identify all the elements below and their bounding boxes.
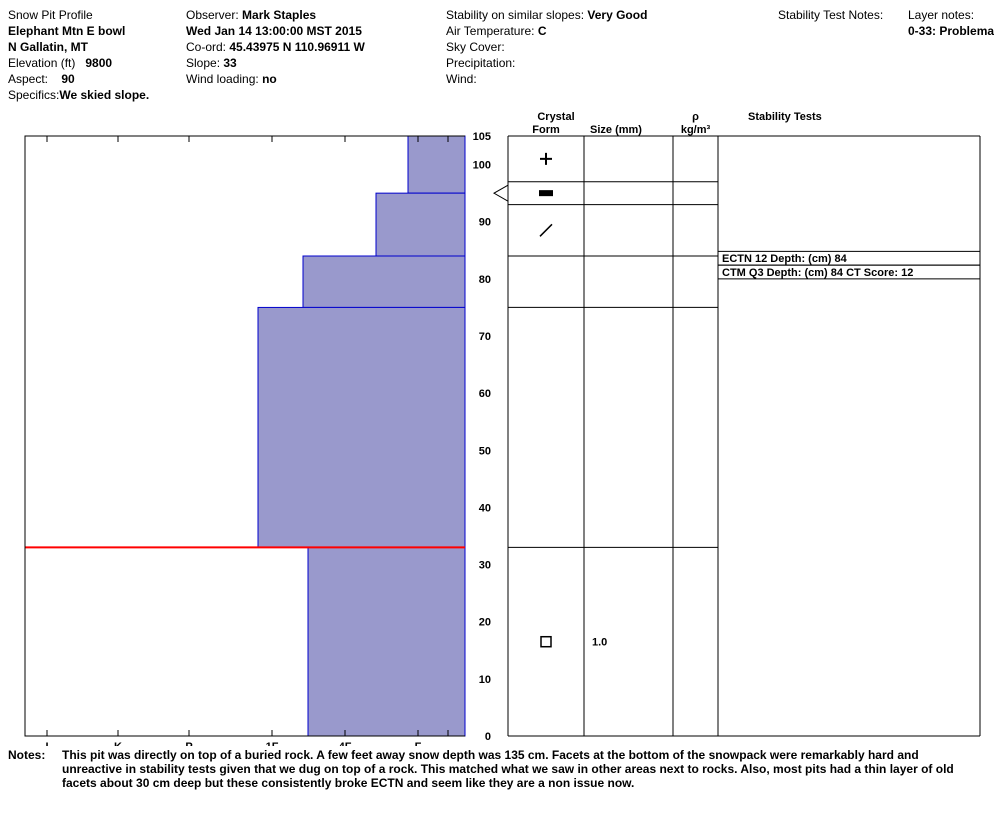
crystal-crust-icon — [539, 190, 553, 196]
stability-test-0: ECTN 12 Depth: (cm) 84 — [722, 253, 848, 265]
notes-text: This pit was directly on top of a buried… — [62, 748, 986, 790]
hardness-label-I: I — [45, 741, 48, 746]
depth-label-20: 20 — [479, 617, 491, 629]
stability-test-1: CTM Q3 Depth: (cm) 84 CT Score: 12 — [722, 267, 913, 279]
hardness-label-1F: 1F — [266, 741, 279, 746]
specifics-value: We skied slope. — [59, 88, 149, 102]
coords-label: Co-ord: — [186, 40, 226, 54]
windload-cell: Wind loading: no — [186, 72, 446, 86]
depth-label-90: 90 — [479, 217, 491, 229]
notes-section: Notes: This pit was directly on top of a… — [8, 748, 986, 790]
hardness-layer-1 — [376, 193, 465, 256]
stability-slopes-cell: Stability on similar slopes: Very Good — [446, 8, 778, 22]
location-value: Elephant Mtn E bowl — [8, 24, 186, 38]
depth-label-60: 60 — [479, 388, 491, 400]
crystal-size-value: 1.0 — [592, 637, 607, 649]
snowpit-profile-chart: CrystalForm Size (mm) ρkg/m³ Stability Test… — [8, 106, 986, 746]
aspect-value: 90 — [61, 72, 74, 86]
hardness-layer-4 — [308, 547, 465, 736]
specifics-cell: Specifics:We skied slope. — [8, 88, 446, 102]
depth-label-40: 40 — [479, 502, 491, 514]
crystal-slash-icon — [540, 224, 552, 236]
air-temp-label: Air Temperature: — [446, 24, 534, 38]
slope-cell: Slope: 33 — [186, 56, 446, 70]
skycover-label: Sky Cover: — [446, 40, 778, 54]
stability-notes-label: Stability Test Notes: — [778, 8, 908, 22]
depth-label-30: 30 — [479, 560, 491, 572]
depth-label-0: 0 — [485, 731, 491, 743]
windload-label: Wind loading: — [186, 72, 259, 86]
precip-label: Precipitation: — [446, 56, 778, 70]
size-header: Size (mm) — [590, 124, 642, 136]
hardness-label-F: F — [415, 741, 422, 746]
hardness-layer-2 — [303, 256, 465, 307]
stability-slopes-value: Very Good — [587, 8, 647, 22]
coords-value: 45.43975 N 110.96911 W — [229, 40, 364, 54]
hardness-layer-3 — [258, 307, 465, 547]
region-value: N Gallatin, MT — [8, 40, 186, 54]
rho-header-line2: kg/m³ — [681, 124, 711, 136]
hardness-label-4F: 4F — [339, 741, 352, 746]
hardness-label-K: K — [114, 741, 122, 746]
coords-cell: Co-ord: 45.43975 N 110.96911 W — [186, 40, 446, 54]
hardness-label-P: P — [185, 741, 192, 746]
depth-label-70: 70 — [479, 331, 491, 343]
crystal-header-line2: Form — [532, 124, 560, 136]
hardness-layer-0 — [408, 136, 465, 193]
header-metadata: Snow Pit Profile Observer: Mark Staples … — [8, 8, 986, 102]
windload-value: no — [262, 72, 277, 86]
crystal-header-line1: Crystal — [537, 111, 574, 123]
depth-label-50: 50 — [479, 445, 491, 457]
elevation-label: Elevation (ft) — [8, 56, 75, 70]
title-label: Snow Pit Profile — [8, 8, 186, 22]
air-temp-value: C — [538, 24, 547, 38]
slope-label: Slope: — [186, 56, 220, 70]
notes-label: Notes: — [8, 748, 62, 790]
depth-label-105: 105 — [473, 131, 491, 143]
observer-value: Mark Staples — [242, 8, 316, 22]
depth-label-80: 80 — [479, 274, 491, 286]
observer-label: Observer: — [186, 8, 239, 22]
air-temp-cell: Air Temperature: C — [446, 24, 778, 38]
crystal-facet-icon — [541, 637, 551, 647]
depth-label-10: 10 — [479, 674, 491, 686]
layer-notes-label: Layer notes: — [908, 8, 994, 22]
layer-notes-value: 0-33: Problematic Layer — [908, 24, 994, 38]
layer-pointer-icon — [494, 185, 508, 201]
elevation-cell: Elevation (ft) 9800 — [8, 56, 186, 70]
specifics-label: Specifics: — [8, 88, 59, 102]
wind-label: Wind: — [446, 72, 778, 86]
observer-cell: Observer: Mark Staples — [186, 8, 446, 22]
aspect-label: Aspect: — [8, 72, 48, 86]
rho-header-line1: ρ — [692, 111, 699, 123]
elevation-value: 9800 — [85, 56, 112, 70]
stability-slopes-label: Stability on similar slopes: — [446, 8, 584, 22]
stability-header: Stability Tests — [748, 111, 822, 123]
depth-label-100: 100 — [473, 160, 491, 172]
datetime-value: Wed Jan 14 13:00:00 MST 2015 — [186, 24, 446, 38]
aspect-cell: Aspect: 90 — [8, 72, 186, 86]
slope-value: 33 — [223, 56, 236, 70]
